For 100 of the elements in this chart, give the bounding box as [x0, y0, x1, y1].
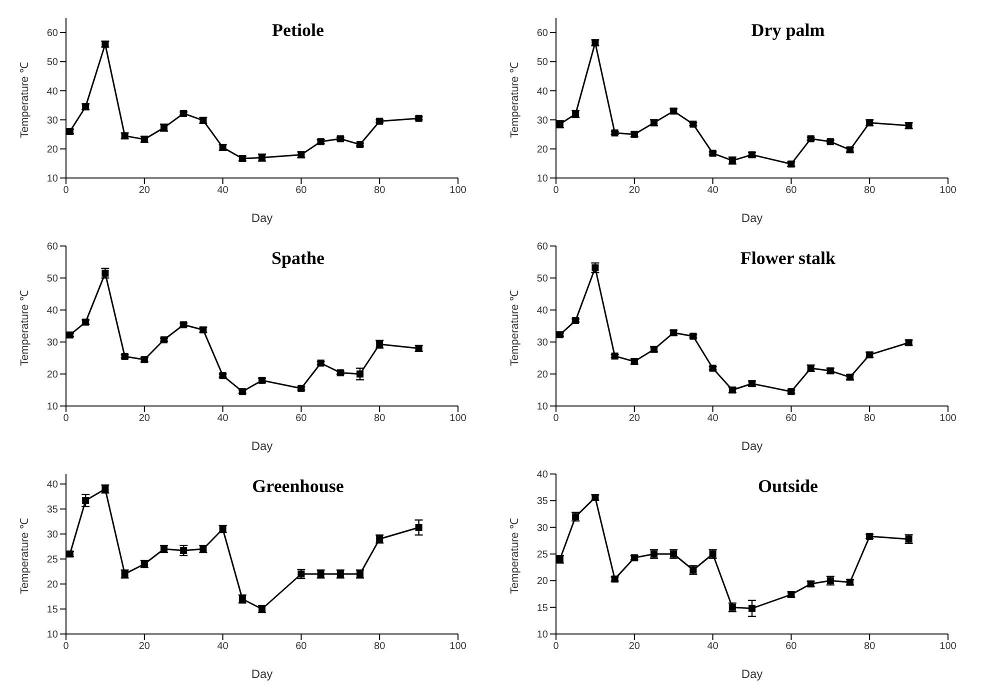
x-tick-label: 100	[940, 413, 957, 424]
y-tick-label: 40	[46, 86, 58, 98]
x-tick-label: 60	[786, 185, 798, 196]
y-tick-label: 20	[46, 370, 58, 381]
y-axis-title: Temperature ℃	[508, 290, 521, 366]
point	[66, 331, 74, 338]
x-tick-label: 100	[450, 641, 467, 652]
x-tick-label: 40	[707, 185, 719, 196]
x-axis-title: Day	[741, 211, 763, 225]
x-tick-label: 80	[864, 413, 876, 424]
y-tick-label: 20	[536, 576, 548, 588]
y-tick-label: 35	[46, 504, 58, 516]
x-axis-title: Day	[251, 667, 273, 681]
chart-title: Greenhouse	[251, 476, 345, 497]
point	[415, 524, 422, 531]
chart-title: Outside	[756, 476, 819, 497]
point	[66, 128, 74, 135]
y-tick-label: 20	[46, 580, 58, 591]
chart-title: Flower stalk	[739, 248, 837, 269]
point	[592, 264, 599, 272]
y-tick-label: 50	[536, 57, 548, 68]
y-tick-label: 40	[536, 470, 548, 481]
point	[336, 135, 344, 142]
x-tick-label: 0	[553, 641, 560, 652]
y-tick-label: 40	[46, 480, 58, 491]
y-tick-label: 25	[46, 554, 58, 566]
x-tick-label: 60	[786, 641, 798, 652]
point	[82, 497, 90, 504]
x-tick-label: 40	[707, 641, 719, 652]
y-tick-label: 35	[536, 496, 548, 508]
y-tick-label: 30	[46, 115, 58, 126]
x-axis-title: Day	[251, 439, 273, 453]
point	[102, 270, 109, 277]
y-tick-label: 15	[536, 602, 548, 614]
x-tick-label: 20	[138, 185, 150, 196]
y-tick-label: 60	[46, 242, 58, 253]
x-tick-label: 100	[940, 185, 957, 196]
y-tick-label: 10	[46, 174, 58, 185]
chart-title: Dry palm	[750, 20, 826, 41]
chart-title: Petiole	[271, 20, 325, 41]
y-tick-label: 40	[46, 306, 58, 317]
x-tick-label: 100	[450, 185, 467, 196]
x-tick-label: 20	[138, 413, 150, 424]
x-tick-label: 80	[374, 185, 386, 196]
y-tick-label: 40	[536, 306, 548, 317]
y-axis-title: Temperature ℃	[508, 62, 521, 138]
y-tick-label: 40	[536, 86, 548, 98]
y-tick-label: 30	[46, 530, 58, 541]
x-tick-label: 40	[217, 641, 229, 652]
x-axis-title: Day	[251, 211, 273, 225]
point	[807, 135, 814, 142]
point	[690, 120, 697, 128]
x-tick-label: 20	[628, 185, 640, 196]
y-tick-label: 20	[536, 144, 548, 156]
x-tick-label: 80	[864, 185, 876, 196]
point	[356, 370, 364, 378]
y-axis-title: Temperature ℃	[508, 518, 521, 594]
x-tick-label: 60	[296, 641, 308, 652]
point	[748, 604, 756, 612]
x-tick-label: 40	[707, 413, 719, 424]
y-tick-label: 30	[536, 522, 548, 534]
y-tick-label: 10	[46, 630, 58, 641]
x-tick-label: 60	[296, 185, 308, 196]
point	[160, 336, 168, 344]
x-tick-label: 20	[628, 641, 640, 652]
point	[415, 114, 422, 122]
y-tick-label: 60	[46, 28, 58, 40]
x-tick-label: 0	[63, 641, 70, 652]
y-tick-label: 20	[536, 370, 548, 381]
x-tick-label: 100	[450, 413, 467, 424]
point	[180, 547, 188, 554]
x-tick-label: 80	[374, 413, 386, 424]
y-tick-label: 30	[536, 115, 548, 126]
x-tick-label: 40	[217, 413, 229, 424]
y-tick-label: 10	[536, 630, 548, 641]
x-tick-label: 0	[553, 413, 560, 424]
y-tick-label: 25	[536, 550, 548, 561]
x-tick-label: 0	[553, 185, 560, 196]
x-axis-title: Day	[741, 439, 763, 453]
y-axis-title: Temperature ℃	[18, 62, 31, 138]
x-tick-label: 0	[63, 413, 70, 424]
y-tick-label: 50	[536, 274, 548, 285]
x-tick-label: 60	[786, 413, 798, 424]
y-tick-label: 20	[46, 144, 58, 156]
chart-title: Spathe	[270, 248, 326, 269]
y-tick-label: 15	[46, 604, 58, 616]
x-tick-label: 80	[374, 641, 386, 652]
x-tick-label: 20	[138, 641, 150, 652]
y-tick-label: 30	[46, 338, 58, 349]
y-tick-label: 10	[46, 402, 58, 413]
x-tick-label: 40	[217, 185, 229, 196]
x-tick-label: 100	[940, 641, 957, 652]
point	[298, 570, 305, 578]
x-tick-label: 80	[864, 641, 876, 652]
y-tick-label: 10	[536, 402, 548, 413]
y-axis-title: Temperature ℃	[18, 290, 31, 366]
x-tick-label: 60	[296, 413, 308, 424]
point	[556, 331, 564, 338]
y-axis-title: Temperature ℃	[18, 518, 31, 594]
y-tick-label: 60	[536, 28, 548, 40]
